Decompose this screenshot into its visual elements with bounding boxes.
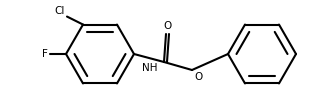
Text: F: F [42, 49, 48, 59]
Text: O: O [194, 72, 202, 82]
Text: NH: NH [142, 63, 158, 73]
Text: O: O [163, 21, 172, 31]
Text: Cl: Cl [55, 6, 65, 16]
